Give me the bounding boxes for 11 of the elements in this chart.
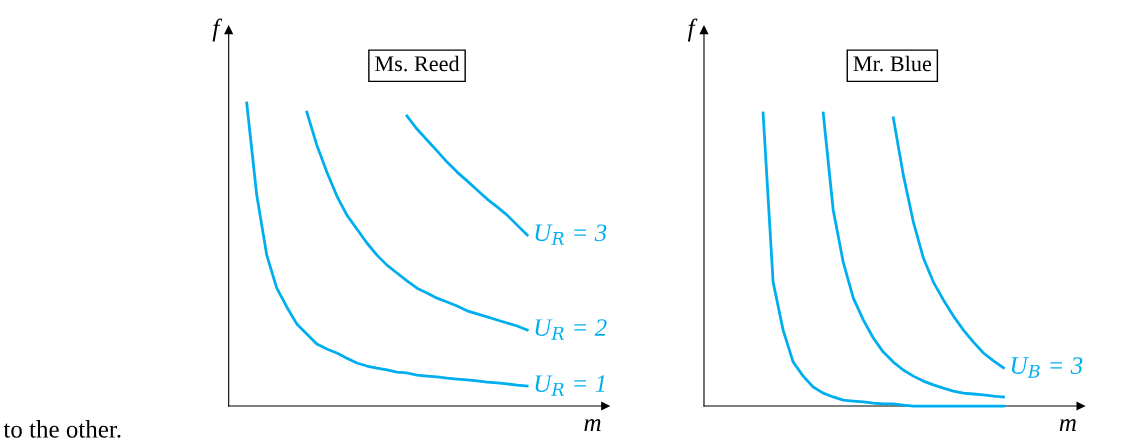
chart-title: Ms. Reed	[375, 55, 460, 72]
series-label: U$_{R}$ = 3	[535, 224, 607, 245]
x-axis-title: m	[1059, 419, 1076, 431]
series-label: U$_{B}$ = 3	[1011, 357, 1083, 378]
x-axis-title: m	[584, 419, 601, 431]
series-label: U$_{R}$ = 2	[535, 319, 607, 340]
chart-title: Mr. Blue	[853, 55, 932, 72]
series-label: U$_{R}$ = 1	[535, 375, 605, 396]
text: to the other.	[3, 420, 121, 438]
y-axis-title: f	[687, 18, 698, 42]
y-axis-title: f	[212, 18, 223, 42]
